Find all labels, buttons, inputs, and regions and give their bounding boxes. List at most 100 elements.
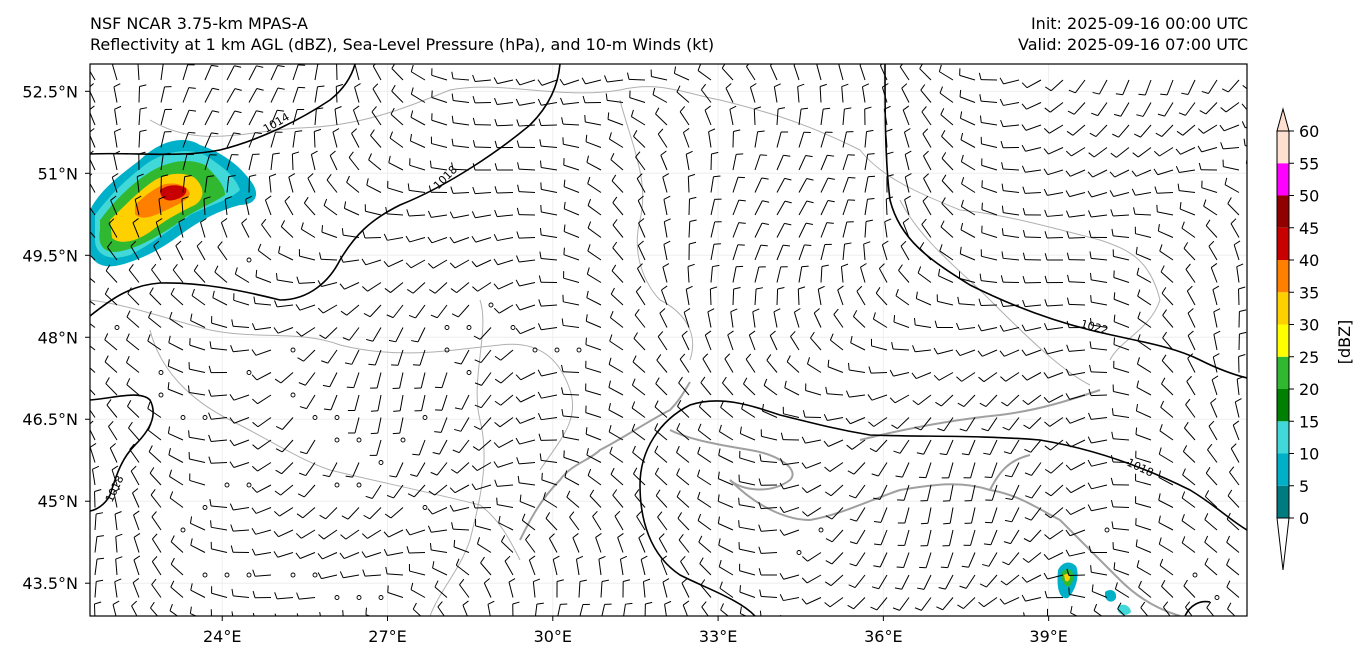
wind-barb-staff: [816, 64, 822, 81]
wind-barb-staff: [680, 561, 690, 576]
wind-barb-flag: [718, 559, 722, 567]
wind-barb-staff: [518, 168, 536, 171]
wind-barb-staff: [1136, 386, 1152, 396]
wind-barb-staff: [1233, 244, 1240, 261]
wind-barb-flag: [741, 402, 745, 409]
wind-barb-flag: [178, 218, 186, 223]
wind-barb-staff: [395, 462, 404, 478]
colorbar-tick-label: 20: [1299, 380, 1319, 399]
wind-barb-staff: [939, 250, 954, 261]
wind-barb-staff: [748, 334, 756, 351]
wind-barb-flag: [1043, 572, 1048, 580]
wind-barb-staff: [352, 109, 360, 126]
wind-barb-staff: [1158, 522, 1174, 531]
wind-barb-staff: [776, 244, 784, 261]
wind-barb-staff: [1049, 529, 1064, 540]
wind-barb-flag: [411, 340, 419, 343]
wind-barb-staff: [388, 529, 404, 538]
wind-barb-flag: [1024, 472, 1032, 476]
wind-barb-flag: [960, 132, 964, 140]
wind-barb-staff: [805, 462, 822, 469]
wind-barb-flag: [611, 174, 617, 182]
wind-barb-flag: [133, 533, 141, 538]
wind-barb-staff: [919, 620, 931, 630]
wind-barb-staff: [807, 552, 822, 562]
wind-barb-flag: [1044, 513, 1052, 519]
wind-barb-flag: [891, 342, 894, 350]
wind-barb-flag: [739, 606, 742, 614]
wind-barb-flag: [332, 128, 340, 133]
wind-barb-staff: [255, 574, 272, 577]
wind-barb-staff: [1026, 79, 1042, 89]
wind-barb-flag: [983, 543, 991, 546]
wind-barb-staff: [226, 88, 236, 103]
wind-barb-staff: [189, 391, 206, 396]
wind-barb-staff: [676, 429, 690, 441]
wind-barb-flag: [168, 448, 171, 456]
wind-barb-flag: [1043, 188, 1048, 196]
wind-barb-flag: [111, 465, 119, 471]
wind-barb-staff: [431, 237, 448, 244]
wind-barb-flag: [746, 64, 750, 67]
wind-barb-flag: [148, 445, 153, 452]
wind-barb-staff: [132, 222, 140, 238]
wind-barb-staff: [233, 462, 250, 468]
wind-barb-staff: [1236, 266, 1240, 283]
wind-barb-flag: [323, 408, 332, 411]
wind-barb-flag: [608, 425, 612, 433]
wind-barb-flag: [660, 150, 667, 156]
wind-barb-staff: [1161, 383, 1174, 396]
wind-barb-flag: [632, 445, 636, 453]
wind-barb-staff: [532, 581, 536, 598]
wind-barb-staff: [452, 528, 470, 531]
wind-barb-flag: [366, 178, 369, 186]
calm-wind-marker: [246, 257, 252, 263]
wind-barb-staff: [410, 116, 426, 126]
wind-barb-flag: [572, 533, 579, 539]
wind-barb-staff: [410, 589, 426, 598]
wind-barb-staff: [1142, 102, 1152, 117]
wind-barb-flag: [1183, 579, 1188, 587]
wind-barb-flag: [434, 431, 442, 433]
wind-barb-flag: [412, 453, 420, 456]
wind-barb-staff: [719, 566, 734, 576]
wind-barb-staff: [682, 132, 690, 148]
wind-barb-flag: [917, 587, 925, 590]
wind-barb-flag: [427, 525, 432, 533]
wind-barb-staff: [707, 311, 712, 328]
wind-barb-staff: [827, 417, 844, 421]
wind-barb-staff: [456, 462, 470, 474]
wind-barb-flag: [299, 472, 306, 477]
wind-barb-staff: [608, 364, 624, 373]
coast-line: [1059, 519, 1181, 616]
lat-tick-label: 49.5°N: [22, 246, 78, 265]
wind-barb-flag: [252, 398, 258, 405]
wind-barb-flag: [161, 174, 169, 177]
wind-barb-flag: [697, 446, 701, 454]
wind-barb-staff: [270, 131, 276, 148]
wind-barb-staff: [697, 70, 712, 81]
calm-wind-marker: [290, 572, 296, 578]
wind-barb-flag: [1044, 445, 1051, 451]
wind-barb-staff: [1234, 401, 1240, 418]
wind-barb-flag: [434, 580, 439, 588]
wind-barb-staff: [440, 417, 448, 433]
wind-barb-staff: [817, 289, 822, 306]
wind-barb-flag: [114, 578, 122, 583]
wind-barb-staff: [1164, 102, 1174, 117]
wind-barb-flag: [521, 513, 526, 521]
wind-barb-staff: [831, 529, 844, 543]
wind-barb-flag: [450, 468, 458, 474]
wind-barb-staff: [1029, 417, 1042, 430]
wind-barb-staff: [678, 382, 690, 396]
wind-barb-staff: [411, 93, 426, 103]
wind-barb-staff: [902, 222, 910, 238]
wind-barbs: [90, 64, 1247, 630]
wind-barb-flag: [1112, 133, 1119, 138]
wind-barb-flag: [427, 508, 433, 515]
wind-barb-staff: [798, 266, 803, 283]
wind-barb-flag: [999, 324, 1004, 332]
wind-barb-staff: [1204, 519, 1218, 531]
wind-barb-staff: [1068, 281, 1086, 283]
wind-barb-staff: [563, 277, 580, 283]
